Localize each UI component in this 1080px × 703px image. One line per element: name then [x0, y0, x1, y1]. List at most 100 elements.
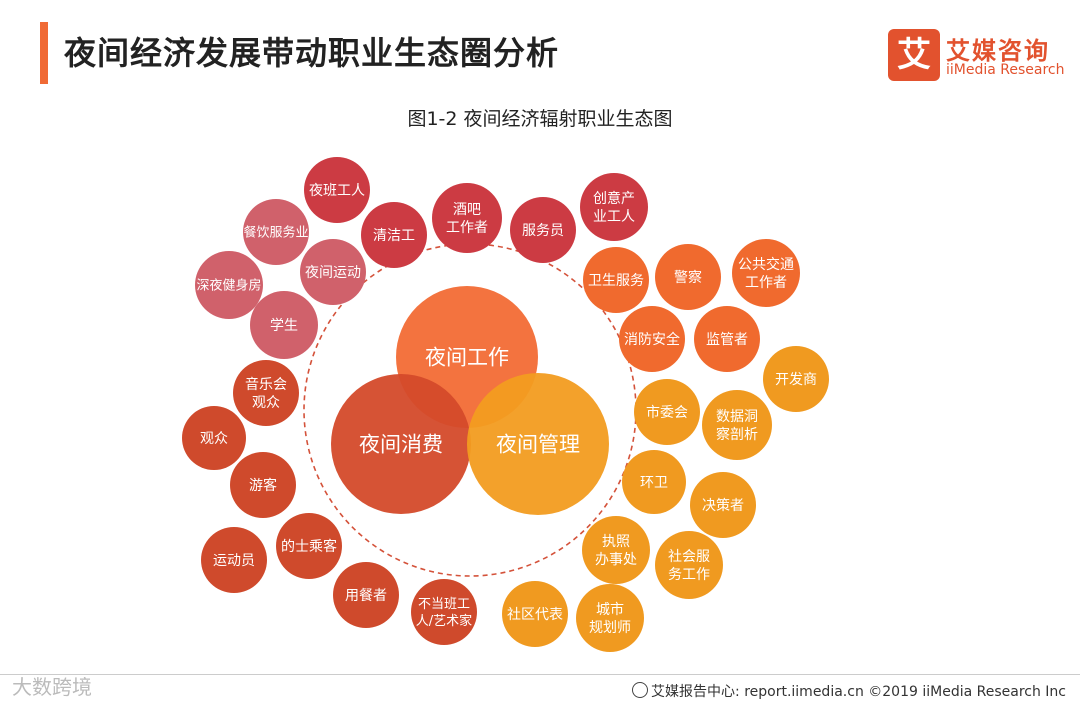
occupation-bubble: 消防安全 — [619, 306, 685, 372]
occupation-bubble-circle — [182, 406, 246, 470]
occupation-label: 警察 — [674, 269, 702, 286]
occupation-bubble-circle — [195, 251, 263, 319]
title-accent-bar — [40, 22, 48, 84]
occupation-bubble-circle — [432, 183, 502, 253]
occupation-bubble-circle — [276, 513, 342, 579]
occupation-label: 观众 — [200, 431, 228, 447]
occupation-bubble-circle — [230, 452, 296, 518]
occupation-label: 不当班工 — [418, 597, 470, 612]
occupation-bubble: 服务员 — [510, 197, 576, 263]
occupation-bubble-circle — [763, 346, 829, 412]
occupation-bubble-circle — [690, 472, 756, 538]
occupation-label: 监管者 — [706, 332, 748, 348]
occupation-bubble: 的士乘客 — [276, 513, 342, 579]
occupation-bubble-circle — [655, 531, 723, 599]
occupation-bubble: 深夜健身房 — [195, 251, 263, 319]
occupation-label: 夜班工人 — [309, 183, 365, 199]
occupation-label: 清洁工 — [373, 228, 415, 244]
occupation-bubble-circle — [580, 173, 648, 241]
footer-text: 艾媒报告中心: report.iimedia.cn ©2019 iiMedia … — [651, 684, 1066, 700]
occupation-label: 酒吧 — [453, 202, 481, 218]
occupation-label: 业工人 — [593, 209, 635, 225]
page-title: 夜间经济发展带动职业生态圈分析 — [64, 34, 560, 72]
occupation-bubble-circle — [502, 581, 568, 647]
occupation-label: 运动员 — [213, 553, 255, 569]
occupation-bubble-circle — [655, 244, 721, 310]
occupation-label: 创意产 — [593, 190, 635, 207]
occupation-label: 数据洞 — [716, 409, 758, 425]
occupation-bubble: 清洁工 — [361, 202, 427, 268]
occupation-label: 开发商 — [775, 372, 817, 388]
occupation-bubble-circle — [201, 527, 267, 593]
occupation-label: 观众 — [252, 395, 280, 411]
occupation-bubble-circle — [510, 197, 576, 263]
occupation-bubble: 游客 — [230, 452, 296, 518]
footer-source: 艾媒报告中心: report.iimedia.cn ©2019 iiMedia … — [632, 681, 1066, 701]
occupation-label: 服务员 — [522, 223, 564, 239]
logo-name: 艾媒咨询 — [946, 37, 1050, 65]
occupation-label: 用餐者 — [345, 588, 387, 604]
occupation-bubble-circle — [582, 516, 650, 584]
occupation-bubble-circle — [243, 199, 309, 265]
occupation-bubble-circle — [732, 239, 800, 307]
occupation-bubble: 运动员 — [201, 527, 267, 593]
occupation-bubble: 市委会 — [634, 379, 700, 445]
occupation-label: 音乐会 — [245, 376, 287, 393]
figure-caption: 图1-2 夜间经济辐射职业生态图 — [407, 108, 673, 130]
occupation-bubble-circle — [702, 390, 772, 460]
occupation-bubble-circle — [250, 291, 318, 359]
occupation-label: 工作者 — [446, 220, 488, 236]
occupation-label: 社会服 — [668, 549, 710, 565]
occupation-label: 卫生服务 — [588, 273, 644, 289]
watermark: 大数跨境 — [12, 675, 92, 699]
occupation-label: 执照 — [602, 534, 630, 550]
occupation-label: 市委会 — [646, 404, 688, 421]
occupation-bubble-circle — [622, 450, 686, 514]
occupation-bubble: 夜班工人 — [304, 157, 370, 223]
occupation-label: 务工作 — [668, 567, 710, 583]
occupation-bubble: 夜间运动 — [300, 239, 366, 305]
occupation-label: 工作者 — [745, 275, 787, 291]
occupation-label: 的士乘客 — [281, 538, 337, 555]
core-circle-consume — [331, 374, 471, 514]
occupation-label: 餐饮服务业 — [243, 225, 308, 241]
brand-logo: 艾 艾媒咨询 iiMedia Research — [888, 29, 1065, 85]
occupation-label: 决策者 — [702, 497, 744, 514]
core-label-work: 夜间工作 — [425, 345, 509, 369]
logo-subtitle: iiMedia Research — [946, 62, 1065, 78]
occupation-label: 城市 — [596, 601, 624, 618]
occupation-label: 游客 — [249, 477, 277, 494]
occupation-bubble: 餐饮服务业 — [243, 199, 309, 265]
occupation-bubble-circle — [233, 360, 299, 426]
occupation-bubble-circle — [634, 379, 700, 445]
occupation-label: 社区代表 — [507, 607, 563, 623]
occupation-label: 规划师 — [589, 620, 631, 636]
occupation-label: 环卫 — [640, 475, 668, 491]
occupation-label: 深夜健身房 — [196, 278, 261, 294]
occupation-bubble: 学生 — [250, 291, 318, 359]
occupation-bubble: 观众 — [182, 406, 246, 470]
occupation-bubble-circle — [411, 579, 477, 645]
occupation-bubble-circle — [619, 306, 685, 372]
occupation-bubble: 监管者 — [694, 306, 760, 372]
occupation-bubble-circle — [576, 584, 644, 652]
occupation-label: 人/艺术家 — [416, 613, 472, 629]
occupation-bubble-circle — [333, 562, 399, 628]
occupation-bubble-circle — [694, 306, 760, 372]
occupation-label: 办事处 — [595, 552, 637, 568]
occupation-bubble: 卫生服务 — [583, 247, 649, 313]
footer-divider — [0, 674, 1080, 675]
core-label-manage: 夜间管理 — [496, 432, 580, 456]
occupation-bubble: 决策者 — [690, 472, 756, 538]
occupation-bubble: 环卫 — [622, 450, 686, 514]
occupation-label: 消防安全 — [624, 331, 680, 348]
occupation-label: 夜间运动 — [305, 265, 361, 281]
